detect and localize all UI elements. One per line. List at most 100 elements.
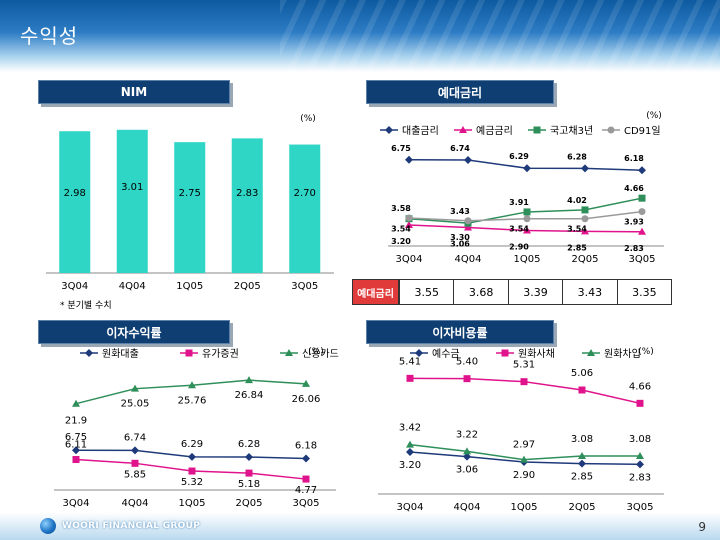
- data-label: 3.91: [509, 198, 529, 207]
- data-label: 6.74: [124, 432, 146, 443]
- header-texture: [280, 0, 720, 72]
- data-label: 2.83: [236, 188, 258, 199]
- data-label: 6.29: [181, 439, 203, 450]
- data-point: [578, 452, 586, 459]
- data-point: [72, 456, 80, 464]
- data-label: 3.43: [450, 207, 470, 216]
- data-point: [302, 475, 310, 483]
- data-label: 25.76: [178, 395, 207, 406]
- data-label: 2.90: [509, 242, 529, 251]
- data-point: [406, 448, 414, 456]
- data-label: 3.20: [391, 237, 411, 246]
- legend-label: 대출금리: [402, 125, 439, 137]
- nim-tag: NIM: [38, 80, 230, 104]
- data-label: 3.01: [121, 182, 143, 193]
- data-point: [523, 215, 531, 223]
- legend-marker-icon: [501, 349, 509, 357]
- data-label: 2.85: [571, 472, 593, 483]
- data-label: 3.58: [391, 204, 411, 213]
- data-point: [463, 375, 471, 383]
- bar: [289, 144, 321, 273]
- data-label: 2.98: [64, 188, 86, 199]
- data-label: 21.9: [65, 416, 87, 427]
- company-logo: WOORI FINANCIAL GROUP: [40, 518, 200, 534]
- data-point: [636, 399, 644, 407]
- legend-marker-icon: [415, 349, 423, 357]
- legend-label: 신용카드: [302, 348, 339, 360]
- legend-marker-icon: [459, 126, 467, 133]
- data-label: 3.54: [509, 225, 529, 234]
- x-tick-label: 3Q05: [629, 254, 656, 265]
- data-point: [581, 215, 589, 223]
- data-point: [188, 467, 196, 475]
- x-tick-label: 2Q05: [569, 502, 596, 513]
- data-point: [638, 208, 646, 216]
- data-label: 3.93: [624, 218, 644, 227]
- data-label: 5.06: [571, 368, 593, 379]
- data-label: 6.74: [450, 144, 470, 153]
- logo-mark-icon: [40, 518, 56, 534]
- data-label: 3.42: [399, 423, 421, 434]
- x-tick-label: 2Q05: [234, 281, 261, 292]
- x-tick-label: 3Q05: [293, 498, 320, 509]
- data-point: [72, 446, 80, 455]
- legend-marker-icon: [385, 126, 393, 134]
- data-label: 5.32: [181, 477, 203, 488]
- data-point: [523, 164, 531, 173]
- unit-label: (%): [638, 347, 654, 357]
- data-label: 4.66: [629, 381, 651, 392]
- x-tick-label: 3Q04: [396, 254, 423, 265]
- data-point: [578, 386, 586, 394]
- data-point: [72, 399, 80, 407]
- table-cell: 3.55: [399, 280, 453, 304]
- data-label: 2.85: [567, 243, 587, 252]
- bar: [116, 129, 148, 273]
- data-point: [523, 208, 531, 216]
- data-point: [581, 206, 589, 214]
- header-banner: 수익성: [0, 0, 720, 72]
- data-label: 2.97: [513, 440, 535, 451]
- data-point: [302, 379, 310, 387]
- interest-income-tag: 이자수익률: [38, 320, 230, 344]
- footer-band: [0, 512, 720, 540]
- legend-label: 국고채3년: [550, 125, 593, 137]
- legend-marker-icon: [185, 349, 193, 357]
- table-header: 예대금리: [353, 280, 399, 304]
- legend-label: 유가증권: [202, 348, 239, 360]
- interest-cost-tag: 이자비용률: [366, 320, 554, 344]
- data-label: 3.06: [456, 465, 478, 476]
- data-label: 2.90: [513, 470, 535, 481]
- table-cell: 3.35: [616, 280, 671, 304]
- interest-cost-chart: (%) 예수금 원화사채 원화차입 3Q04 4Q04 1Q05 2Q05 3Q05 3.20 3.…: [378, 347, 664, 513]
- x-tick-label: 4Q04: [455, 254, 482, 265]
- x-tick-label: 4Q04: [122, 498, 149, 509]
- deposit-loan-rate-chart: (%) 대출금리 예금금리 국고채3년 CD91일 3Q04 4Q04 1Q05 2Q05 3Q0…: [380, 111, 664, 265]
- data-label: 3.20: [399, 460, 421, 471]
- data-point: [636, 452, 644, 459]
- data-label: 5.40: [456, 357, 478, 368]
- table-cell: 3.43: [562, 280, 616, 304]
- data-label: 26.06: [292, 394, 321, 405]
- data-label: 2.83: [629, 472, 651, 483]
- table-cell: 3.39: [507, 280, 562, 304]
- data-point: [636, 460, 644, 469]
- x-tick-label: 3Q04: [63, 498, 90, 509]
- data-label: 3.54: [567, 225, 587, 234]
- data-point: [406, 374, 414, 382]
- data-point: [245, 469, 253, 477]
- data-label: 2.83: [624, 244, 644, 253]
- unit-label: (%): [646, 111, 662, 121]
- legend-label: 예금금리: [476, 125, 513, 137]
- x-tick-label: 3Q04: [397, 502, 424, 513]
- data-label: 6.29: [509, 152, 529, 161]
- x-tick-label: 2Q05: [236, 498, 263, 509]
- x-tick-label: 3Q04: [61, 281, 88, 292]
- legend-label: 원화사채: [518, 348, 555, 360]
- legend-marker-icon: [607, 126, 615, 134]
- x-tick-label: 4Q04: [119, 281, 146, 292]
- data-label: 6.28: [238, 439, 260, 450]
- data-label: 5.41: [399, 356, 421, 367]
- data-label: 6.18: [295, 441, 317, 452]
- x-tick-label: 2Q05: [572, 254, 599, 265]
